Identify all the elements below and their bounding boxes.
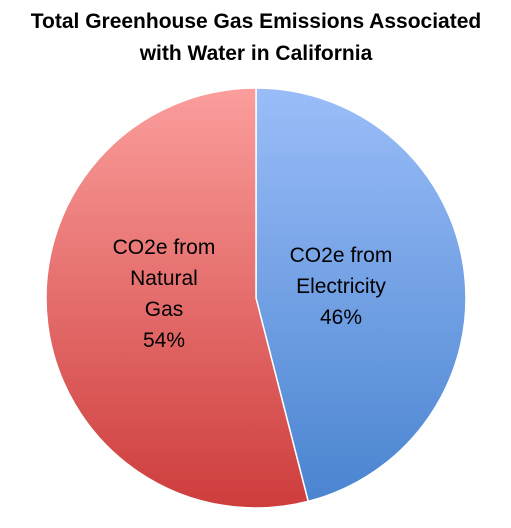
data-label-line: Electricity [296, 275, 386, 298]
data-label-line: 54% [143, 329, 185, 352]
pie-slices [45, 87, 467, 509]
data-label-line: 46% [320, 306, 362, 329]
data-label-electricity: CO2e from Electricity 46% [290, 244, 393, 329]
pie-slice-electricity [255, 87, 467, 503]
chart-title: Total Greenhouse Gas Emissions Associate… [31, 10, 481, 65]
chart-title-line-1: Total Greenhouse Gas Emissions Associate… [31, 10, 481, 33]
data-label-line: Gas [145, 298, 184, 321]
data-label-line: CO2e from [290, 244, 393, 267]
data-label-natural-gas: CO2e from Natural Gas 54% [113, 236, 216, 352]
pie-data-labels: CO2e from Electricity 46% CO2e from Natural G… [113, 236, 393, 352]
data-label-line: Natural [130, 267, 198, 290]
data-label-line: CO2e from [113, 236, 216, 259]
chart-title-line-2: with Water in California [139, 42, 373, 65]
pie-slice-natural-gas [45, 87, 310, 509]
